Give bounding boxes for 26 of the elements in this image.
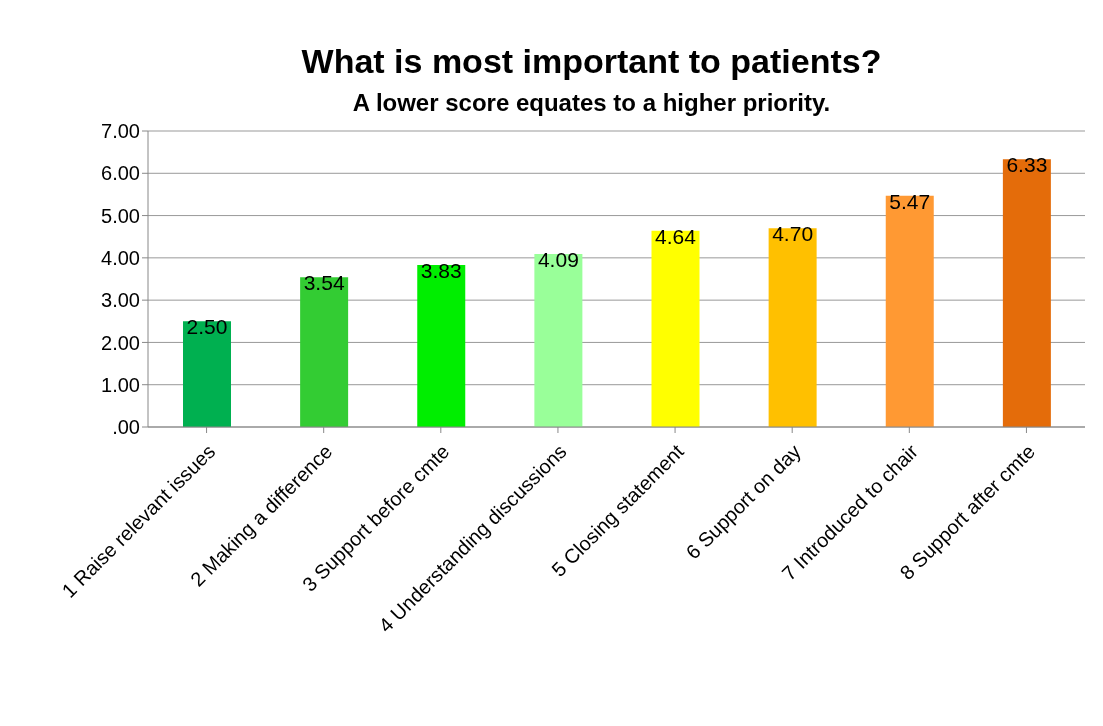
- bar: [651, 230, 700, 427]
- y-tick-label: 1.00: [101, 373, 140, 396]
- y-tick-label: 7.00: [101, 120, 140, 143]
- bar: [300, 277, 349, 427]
- data-label: 4.09: [537, 247, 579, 271]
- bar: [534, 254, 583, 427]
- y-tick-label: 2.00: [101, 331, 140, 354]
- chart-title: What is most important to patients?: [300, 41, 883, 81]
- bar: [885, 195, 934, 427]
- bar: [417, 265, 466, 427]
- chart-subtitle: A lower score equates to a higher priority.: [351, 89, 832, 117]
- data-label: 2.50: [186, 315, 228, 339]
- data-label: 3.54: [303, 271, 345, 295]
- y-tick-label: .00: [112, 416, 140, 439]
- data-label: 4.64: [655, 224, 697, 248]
- data-label: 6.33: [1006, 153, 1048, 177]
- data-label: 3.83: [420, 258, 462, 282]
- bar: [1002, 159, 1051, 427]
- bar: [183, 321, 231, 427]
- y-tick-label: 3.00: [101, 289, 140, 312]
- data-label: 5.47: [889, 189, 931, 213]
- y-tick-label: 4.00: [101, 246, 140, 269]
- y-tick-label: 5.00: [101, 204, 140, 227]
- data-label: 4.70: [772, 222, 814, 246]
- bar: [768, 228, 817, 427]
- y-tick-label: 6.00: [101, 162, 140, 185]
